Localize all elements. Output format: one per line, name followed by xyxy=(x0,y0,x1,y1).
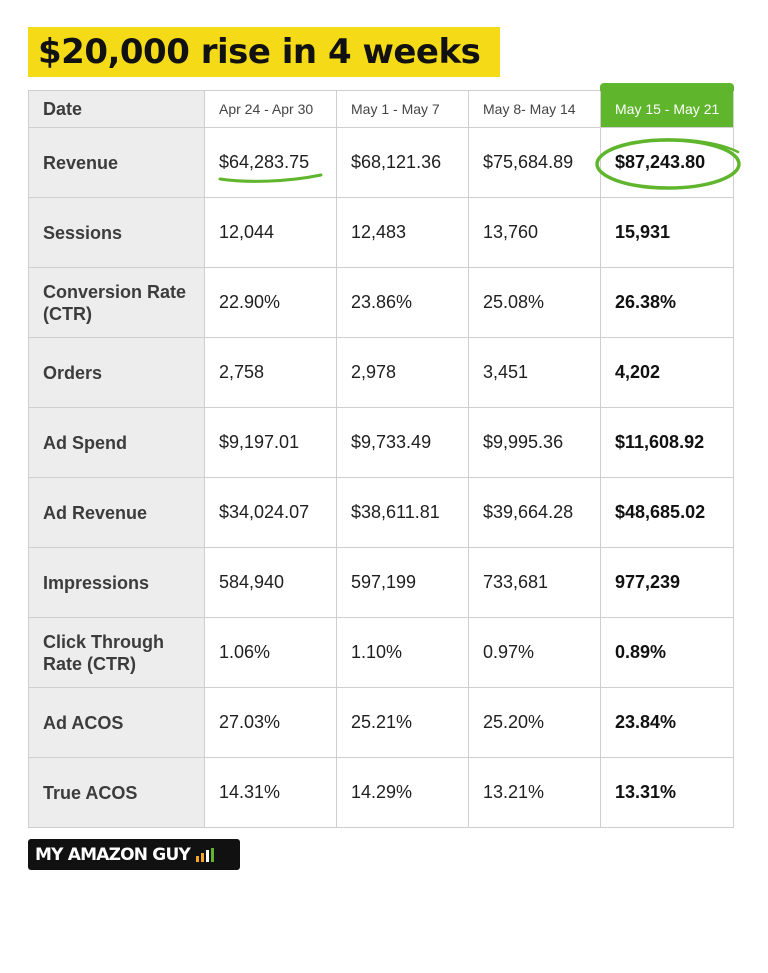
logo-bar xyxy=(210,847,214,862)
table-cell: 3,451 xyxy=(468,337,601,408)
cell-value: $87,243.80 xyxy=(615,152,706,172)
table-cell-highlighted: 4,202 xyxy=(600,337,734,408)
row-label: Ad Spend xyxy=(28,407,205,478)
table-cell: 597,199 xyxy=(336,547,469,618)
table-cell: $64,283.75 xyxy=(204,127,337,198)
row-label: Conversion Rate (CTR) xyxy=(28,267,205,338)
highlight-tab xyxy=(600,83,734,91)
table-row: Orders 2,758 2,978 3,451 4,202 xyxy=(28,337,734,408)
table-cell: 22.90% xyxy=(204,267,337,338)
brand-logo-text: MY AMAZON GUY xyxy=(35,844,191,865)
table-cell: $38,611.81 xyxy=(336,477,469,548)
header-date: Date xyxy=(28,90,205,128)
row-label: Orders xyxy=(28,337,205,408)
table-cell-highlighted: 23.84% xyxy=(600,687,734,758)
table-cell: 25.08% xyxy=(468,267,601,338)
page-title: $20,000 rise in 4 weeks xyxy=(38,32,481,72)
table-cell: 27.03% xyxy=(204,687,337,758)
table-cell: 0.97% xyxy=(468,617,601,688)
table-row: Ad Revenue $34,024.07 $38,611.81 $39,664… xyxy=(28,477,734,548)
row-label: Sessions xyxy=(28,197,205,268)
row-label: Ad Revenue xyxy=(28,477,205,548)
table-cell-highlighted: 0.89% xyxy=(600,617,734,688)
bar-chart-icon xyxy=(195,847,214,862)
logo-bar xyxy=(195,855,199,862)
logo-bar xyxy=(205,849,209,862)
green-circle-annotation xyxy=(595,138,741,190)
cell-value: $64,283.75 xyxy=(219,152,310,172)
brand-logo: MY AMAZON GUY xyxy=(28,839,240,870)
table-row: Conversion Rate (CTR) 22.90% 23.86% 25.0… xyxy=(28,267,734,338)
row-label: Revenue xyxy=(28,127,205,198)
row-label: Ad ACOS xyxy=(28,687,205,758)
table-cell: 13.21% xyxy=(468,757,601,828)
table-cell: 25.21% xyxy=(336,687,469,758)
table-row: Sessions 12,044 12,483 13,760 15,931 xyxy=(28,197,734,268)
table-row: Click Through Rate (CTR) 1.06% 1.10% 0.9… xyxy=(28,617,734,688)
table-row: Ad ACOS 27.03% 25.21% 25.20% 23.84% xyxy=(28,687,734,758)
table-cell: $9,995.36 xyxy=(468,407,601,478)
table-cell: 23.86% xyxy=(336,267,469,338)
table-cell-highlighted: $11,608.92 xyxy=(600,407,734,478)
table-cell: $75,684.89 xyxy=(468,127,601,198)
header-week-2: May 1 - May 7 xyxy=(336,90,469,128)
table-cell: 2,758 xyxy=(204,337,337,408)
table-row: Revenue $64,283.75 $68,121.36 $75,684.89… xyxy=(28,127,741,198)
table-cell-highlighted: 977,239 xyxy=(600,547,734,618)
table-cell: 12,044 xyxy=(204,197,337,268)
green-underline-annotation xyxy=(218,173,323,183)
table-cell-highlighted: $87,243.80 xyxy=(595,127,741,198)
header-week-1: Apr 24 - Apr 30 xyxy=(204,90,337,128)
table-cell-highlighted: 15,931 xyxy=(600,197,734,268)
table-cell: $39,664.28 xyxy=(468,477,601,548)
table-cell: $34,024.07 xyxy=(204,477,337,548)
row-label: Impressions xyxy=(28,547,205,618)
table-row: Ad Spend $9,197.01 $9,733.49 $9,995.36 $… xyxy=(28,407,734,478)
table-cell: 2,978 xyxy=(336,337,469,408)
table-row: True ACOS 14.31% 14.29% 13.21% 13.31% xyxy=(28,757,734,828)
table-header-row: Date Apr 24 - Apr 30 May 1 - May 7 May 8… xyxy=(28,83,734,128)
table-cell: 1.10% xyxy=(336,617,469,688)
table-cell: $68,121.36 xyxy=(336,127,469,198)
table-cell: 14.29% xyxy=(336,757,469,828)
table-cell-highlighted: $48,685.02 xyxy=(600,477,734,548)
title-highlight: $20,000 rise in 4 weeks xyxy=(28,27,500,77)
header-week-4-label: May 15 - May 21 xyxy=(615,101,720,117)
table-cell: 25.20% xyxy=(468,687,601,758)
table-cell: 733,681 xyxy=(468,547,601,618)
table-cell: $9,733.49 xyxy=(336,407,469,478)
table-cell-highlighted: 26.38% xyxy=(600,267,734,338)
table-row: Impressions 584,940 597,199 733,681 977,… xyxy=(28,547,734,618)
table-cell: $9,197.01 xyxy=(204,407,337,478)
metrics-table: Date Apr 24 - Apr 30 May 1 - May 7 May 8… xyxy=(28,83,741,828)
table-cell: 14.31% xyxy=(204,757,337,828)
table-cell: 12,483 xyxy=(336,197,469,268)
row-label: True ACOS xyxy=(28,757,205,828)
row-label: Click Through Rate (CTR) xyxy=(28,617,205,688)
table-cell: 13,760 xyxy=(468,197,601,268)
table-cell: 1.06% xyxy=(204,617,337,688)
header-week-3: May 8- May 14 xyxy=(468,90,601,128)
table-cell-highlighted: 13.31% xyxy=(600,757,734,828)
header-week-4-highlighted: May 15 - May 21 xyxy=(600,83,734,128)
logo-bar xyxy=(200,852,204,862)
table-cell: 584,940 xyxy=(204,547,337,618)
